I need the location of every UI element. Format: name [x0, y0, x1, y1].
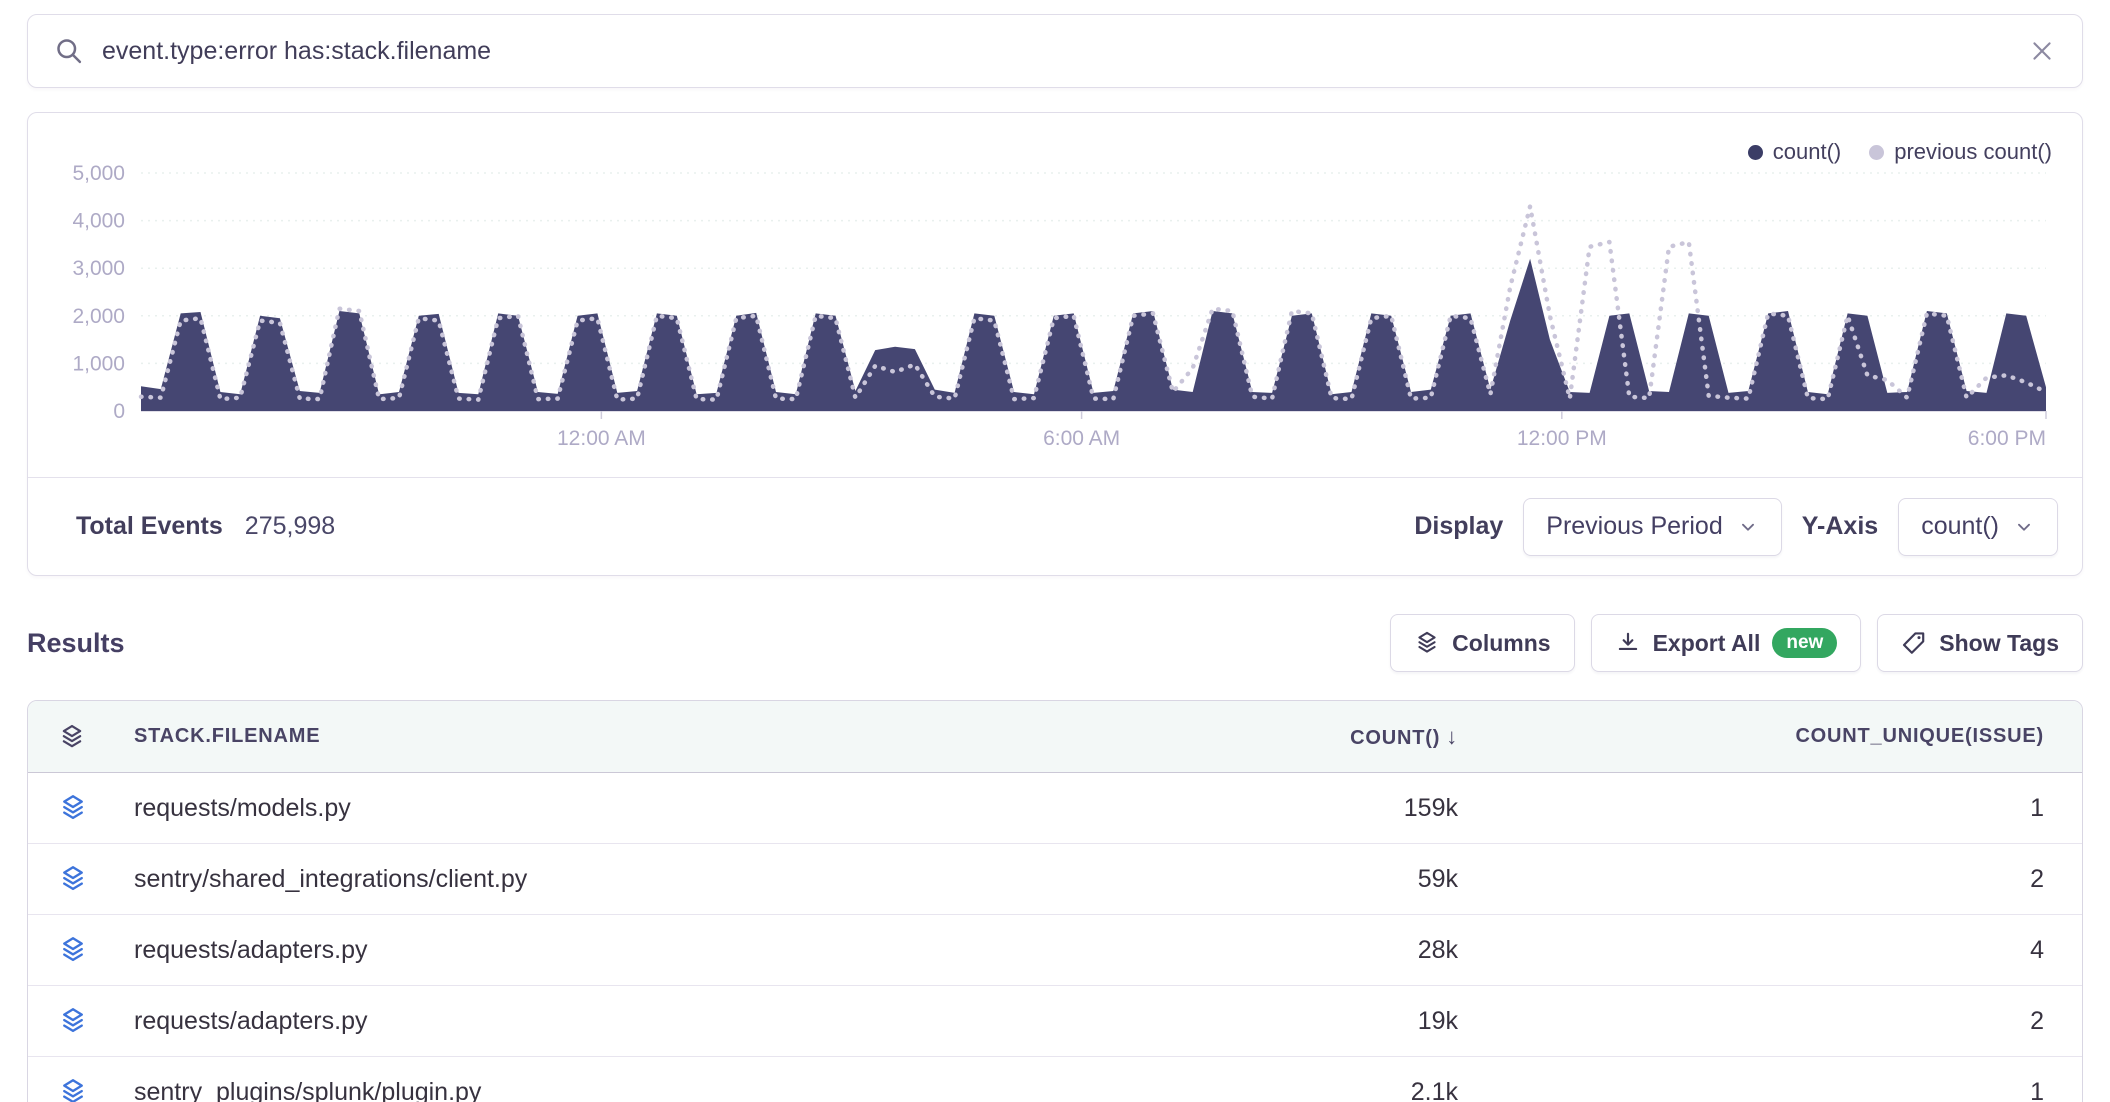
columns-button-label: Columns — [1452, 629, 1551, 656]
total-events-value: 275,998 — [244, 512, 336, 540]
svg-text:4,000: 4,000 — [72, 210, 125, 233]
stack-icon[interactable] — [58, 1006, 88, 1036]
show-tags-button[interactable]: Show Tags — [1877, 614, 2083, 672]
results-table: STACK.FILENAME COUNT() ↓ COUNT_UNIQUE(ISS… — [27, 700, 2083, 1102]
legend-item-count[interactable]: count() — [1747, 139, 1842, 165]
yaxis-label: Y-Axis — [1801, 512, 1879, 540]
search-bar — [27, 14, 2083, 88]
search-input[interactable] — [102, 36, 2010, 66]
stack-icon[interactable] — [58, 793, 88, 823]
sort-desc-icon: ↓ — [1446, 723, 1458, 749]
stack-icon[interactable] — [58, 935, 88, 965]
table-body: requests/models.py 159k 1 sentry/shared_… — [28, 773, 2082, 1102]
legend-dot-count-icon — [1747, 144, 1763, 160]
row-count[interactable]: 59k — [1417, 864, 1458, 893]
chevron-down-icon — [1737, 516, 1759, 538]
show-tags-button-label: Show Tags — [1939, 629, 2059, 656]
chevron-down-icon — [2013, 516, 2035, 538]
chart-footer: Total Events 275,998 Display Previous Pe… — [28, 477, 2082, 575]
display-label: Display — [1414, 512, 1504, 540]
table-row[interactable]: requests/adapters.py 28k 4 — [28, 915, 2082, 986]
svg-text:5,000: 5,000 — [72, 162, 125, 185]
svg-text:0: 0 — [113, 400, 125, 423]
row-unique[interactable]: 2 — [2030, 864, 2044, 893]
row-count[interactable]: 2.1k — [1410, 1077, 1458, 1102]
svg-text:3,000: 3,000 — [72, 257, 125, 280]
results-title: Results — [27, 627, 125, 658]
row-filename[interactable]: requests/adapters.py — [134, 935, 368, 964]
chart-legend: count() previous count() — [1747, 139, 2052, 165]
stack-icon[interactable] — [58, 1077, 88, 1102]
events-chart-panel: count() previous count() 0 1,000 2,000 3,00… — [27, 112, 2083, 576]
display-dropdown[interactable]: Previous Period — [1523, 497, 1782, 556]
new-badge: new — [1772, 627, 1838, 659]
table-row[interactable]: sentry/shared_integrations/client.py 59k… — [28, 844, 2082, 915]
row-unique[interactable]: 4 — [2030, 935, 2044, 964]
row-filename[interactable]: requests/adapters.py — [134, 1006, 368, 1035]
legend-label-previous-count: previous count() — [1894, 139, 2052, 164]
layers-icon[interactable] — [58, 723, 86, 751]
export-all-button[interactable]: Export All new — [1590, 614, 1862, 672]
row-unique[interactable]: 1 — [2030, 793, 2044, 822]
layers-icon — [1414, 630, 1440, 656]
svg-text:12:00 PM: 12:00 PM — [1517, 427, 1607, 450]
stack-icon[interactable] — [58, 864, 88, 894]
search-icon — [54, 36, 84, 66]
table-row[interactable]: requests/adapters.py 19k 2 — [28, 986, 2082, 1057]
row-count[interactable]: 28k — [1417, 935, 1458, 964]
table-row[interactable]: requests/models.py 159k 1 — [28, 773, 2082, 844]
column-header-count-unique-issue[interactable]: COUNT_UNIQUE(ISSUE) — [1795, 725, 2044, 747]
columns-button[interactable]: Columns — [1390, 614, 1575, 672]
clear-search-icon[interactable] — [2028, 37, 2056, 65]
svg-text:6:00 AM: 6:00 AM — [1043, 427, 1120, 450]
column-header-count[interactable]: COUNT() ↓ — [1350, 723, 1458, 749]
legend-item-previous-count[interactable]: previous count() — [1869, 139, 2052, 165]
display-dropdown-value: Previous Period — [1546, 512, 1723, 540]
table-header-row: STACK.FILENAME COUNT() ↓ COUNT_UNIQUE(ISS… — [28, 701, 2082, 773]
legend-label-count: count() — [1772, 139, 1842, 164]
results-header: Results Columns Export All new Show Tags — [27, 613, 2083, 673]
download-icon — [1615, 630, 1641, 656]
row-filename[interactable]: sentry/shared_integrations/client.py — [134, 864, 528, 893]
events-area-chart[interactable]: 0 1,000 2,000 3,000 4,000 5,000 12:00 AM 6:00 A… — [28, 113, 2081, 479]
legend-dot-previous-icon — [1869, 144, 1885, 160]
row-filename[interactable]: sentry_plugins/splunk/plugin.py — [134, 1077, 482, 1102]
yaxis-dropdown-value: count() — [1921, 512, 1999, 540]
svg-text:6:00 PM: 6:00 PM — [1968, 427, 2046, 450]
row-filename[interactable]: requests/models.py — [134, 793, 351, 822]
table-row[interactable]: sentry_plugins/splunk/plugin.py 2.1k 1 — [28, 1057, 2082, 1102]
svg-text:2,000: 2,000 — [72, 305, 125, 328]
yaxis-dropdown[interactable]: count() — [1898, 497, 2058, 556]
tag-icon — [1901, 630, 1927, 656]
row-count[interactable]: 159k — [1403, 793, 1458, 822]
total-events-label: Total Events — [76, 512, 223, 540]
row-unique[interactable]: 1 — [2030, 1077, 2044, 1102]
svg-text:12:00 AM: 12:00 AM — [557, 427, 646, 450]
svg-text:1,000: 1,000 — [72, 352, 125, 375]
row-count[interactable]: 19k — [1417, 1006, 1458, 1035]
row-unique[interactable]: 2 — [2030, 1006, 2044, 1035]
export-all-button-label: Export All — [1652, 629, 1761, 656]
column-header-stack-filename[interactable]: STACK.FILENAME — [134, 725, 321, 747]
